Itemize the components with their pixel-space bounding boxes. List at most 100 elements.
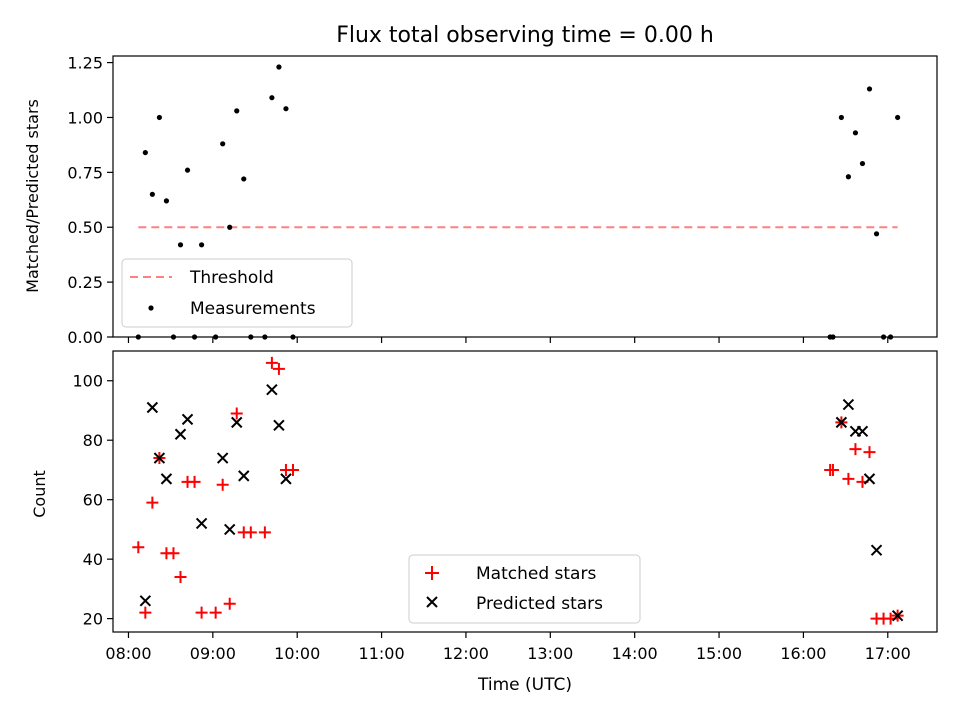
top-plot-area — [135, 64, 901, 340]
matched-star-point — [265, 356, 278, 369]
matched-star-point — [258, 526, 271, 539]
x-axis-label: Time (UTC) — [477, 675, 572, 695]
top-legend: Threshold Measurements — [121, 258, 353, 328]
matched-star-point — [223, 597, 236, 610]
predicted-star-point — [174, 428, 187, 440]
top-y-tick-label: 0.25 — [67, 273, 103, 292]
predicted-star-point — [160, 473, 173, 485]
bot-y-tick-label: 100 — [72, 372, 103, 391]
measurement-point — [142, 149, 148, 156]
top-panel: 0.00 0.25 0.50 0.75 1.00 1.25 Matched/Predict… — [23, 54, 938, 347]
predicted-star-point — [870, 544, 883, 556]
matched-star-point — [244, 526, 257, 539]
measurement-point — [866, 86, 873, 92]
bottom-legend-box — [408, 554, 641, 624]
predicted-star-point — [153, 452, 166, 464]
x-tick-label: 08:00 — [105, 644, 151, 663]
bottom-legend: Matched stars Predicted stars — [408, 554, 641, 624]
matched-star-point — [188, 475, 201, 488]
measurement-point — [220, 141, 226, 147]
matched-star-point — [132, 541, 145, 554]
matched-star-point — [167, 547, 180, 560]
top-axes-frame — [112, 55, 938, 338]
predicted-star-point — [842, 398, 855, 411]
measurement-point — [845, 174, 852, 180]
x-tick-label: 12:00 — [443, 644, 489, 663]
legend-measurements-label: Measurements — [190, 299, 316, 319]
predicted-star-point — [863, 473, 876, 485]
x-tick-label: 16:00 — [780, 644, 826, 663]
measurement-point — [184, 167, 191, 173]
top-y-axis-label: Matched/Predicted stars — [23, 99, 42, 293]
measurement-point — [283, 106, 289, 112]
bottom-y-axis-label: Count — [30, 470, 49, 518]
predicted-star-point — [266, 383, 278, 396]
predicted-star-point — [273, 419, 285, 432]
legend-matched-swatch — [425, 566, 439, 580]
bottom-x-ticks: 08:00 09:00 10:00 11:00 12:00 13:00 14:00 15:00… — [105, 632, 911, 663]
chart-title: Flux total observing time = 0.00 h — [336, 23, 714, 48]
legend-predicted-swatch — [426, 596, 438, 608]
predicted-star-point — [856, 425, 869, 437]
measurement-point — [276, 64, 282, 70]
top-legend-box — [121, 258, 353, 328]
measurement-point — [895, 114, 901, 121]
predicted-star-point — [224, 523, 236, 536]
top-y-tick-label: 0.50 — [67, 218, 103, 237]
measurement-point — [227, 224, 233, 230]
top-x-ticks — [127, 337, 889, 343]
bottom-y-ticks: 20 40 60 80 100 — [72, 372, 113, 629]
x-tick-label: 17:00 — [865, 644, 911, 663]
measurement-point — [852, 130, 859, 136]
predicted-star-point — [195, 517, 208, 530]
x-tick-label: 13:00 — [527, 644, 573, 663]
predicted-star-point — [231, 416, 243, 429]
matched-star-point — [146, 496, 159, 509]
matched-star-point — [139, 606, 152, 619]
bottom-axes-frame — [112, 350, 938, 633]
top-y-tick-label: 0.75 — [67, 163, 103, 182]
top-y-tick-label: 0.00 — [67, 328, 103, 347]
x-tick-label: 11:00 — [359, 644, 405, 663]
matched-star-point — [849, 443, 862, 456]
matched-star-point — [209, 606, 222, 619]
predicted-star-point — [835, 416, 848, 429]
legend-threshold-label: Threshold — [189, 268, 274, 288]
predicted-star-point — [238, 470, 250, 482]
measurement-point — [241, 176, 247, 182]
measurement-point — [873, 231, 880, 237]
predicted-star-point — [891, 609, 904, 622]
x-tick-label: 14:00 — [612, 644, 658, 663]
top-y-tick-label: 1.00 — [67, 108, 103, 127]
predicted-star-point — [139, 595, 152, 607]
matched-star-point — [286, 463, 299, 476]
matched-star-point — [272, 362, 285, 375]
top-y-ticks: 0.00 0.25 0.50 0.75 1.00 1.25 — [67, 54, 113, 347]
legend-predicted-label: Predicted stars — [476, 594, 603, 614]
matched-star-point — [174, 570, 187, 583]
predicted-star-point — [216, 452, 229, 464]
measurement-point — [156, 114, 163, 121]
predicted-star-point — [181, 413, 194, 426]
top-y-tick-label: 1.25 — [67, 54, 103, 73]
x-tick-label: 15:00 — [696, 644, 742, 663]
bot-y-tick-label: 60 — [83, 491, 103, 510]
x-tick-label: 09:00 — [190, 644, 236, 663]
measurement-point — [198, 242, 205, 248]
bottom-panel: 20 40 60 80 100 08:00 09:00 10:00 11:00 12:00 13:… — [30, 350, 938, 695]
measurement-point — [859, 160, 866, 167]
x-tick-label: 10:00 — [274, 644, 320, 663]
matched-star-point — [216, 478, 229, 491]
bot-y-tick-label: 20 — [83, 610, 103, 629]
matched-star-point — [195, 606, 208, 619]
predicted-star-point — [280, 473, 292, 485]
bot-y-tick-label: 40 — [83, 550, 103, 569]
bot-y-tick-label: 80 — [83, 431, 103, 450]
measurement-point — [269, 95, 275, 101]
measurement-point — [838, 114, 844, 121]
measurement-point — [234, 108, 240, 114]
matched-star-point — [230, 407, 243, 420]
matched-star-point — [863, 446, 876, 459]
measurement-point — [149, 191, 155, 197]
